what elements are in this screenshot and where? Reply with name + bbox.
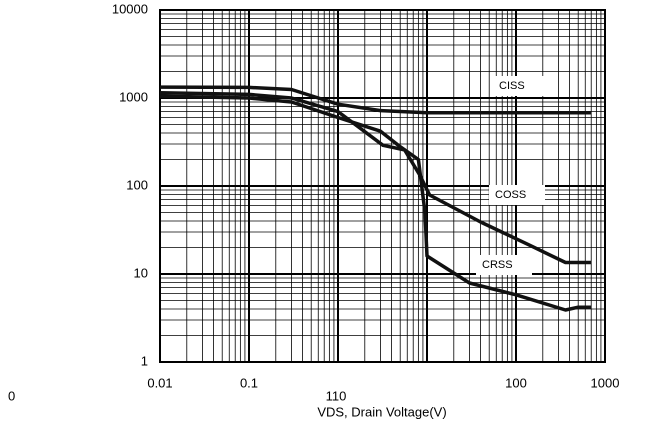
series-line: [159, 85, 592, 115]
series-line: [159, 90, 592, 265]
x-axis-label: VDS, Drain Voltage(V): [317, 404, 446, 419]
annotation: 110: [326, 388, 347, 403]
y-tick-label: 10000: [112, 1, 148, 16]
legend-label: CRSS: [482, 259, 513, 271]
x-tick-label: 0.01: [147, 375, 172, 390]
annotation: 0: [8, 388, 15, 403]
plot-frame: [159, 9, 606, 363]
y-tick-label: 10: [134, 265, 148, 280]
y-tick-label: 1000: [119, 89, 148, 104]
label-box: [476, 255, 532, 275]
x-tick-label: 0.1: [240, 375, 258, 390]
x-tick-label: 1000: [591, 375, 620, 390]
label-box: [489, 185, 545, 205]
legend-label: COSS: [495, 189, 526, 201]
y-tick-label: 1: [141, 353, 148, 368]
series-line: [159, 94, 592, 312]
x-tick-label: 100: [505, 375, 527, 390]
y-tick-label: 100: [126, 177, 148, 192]
legend-label: CISS: [499, 80, 525, 92]
label-box: [493, 76, 549, 96]
